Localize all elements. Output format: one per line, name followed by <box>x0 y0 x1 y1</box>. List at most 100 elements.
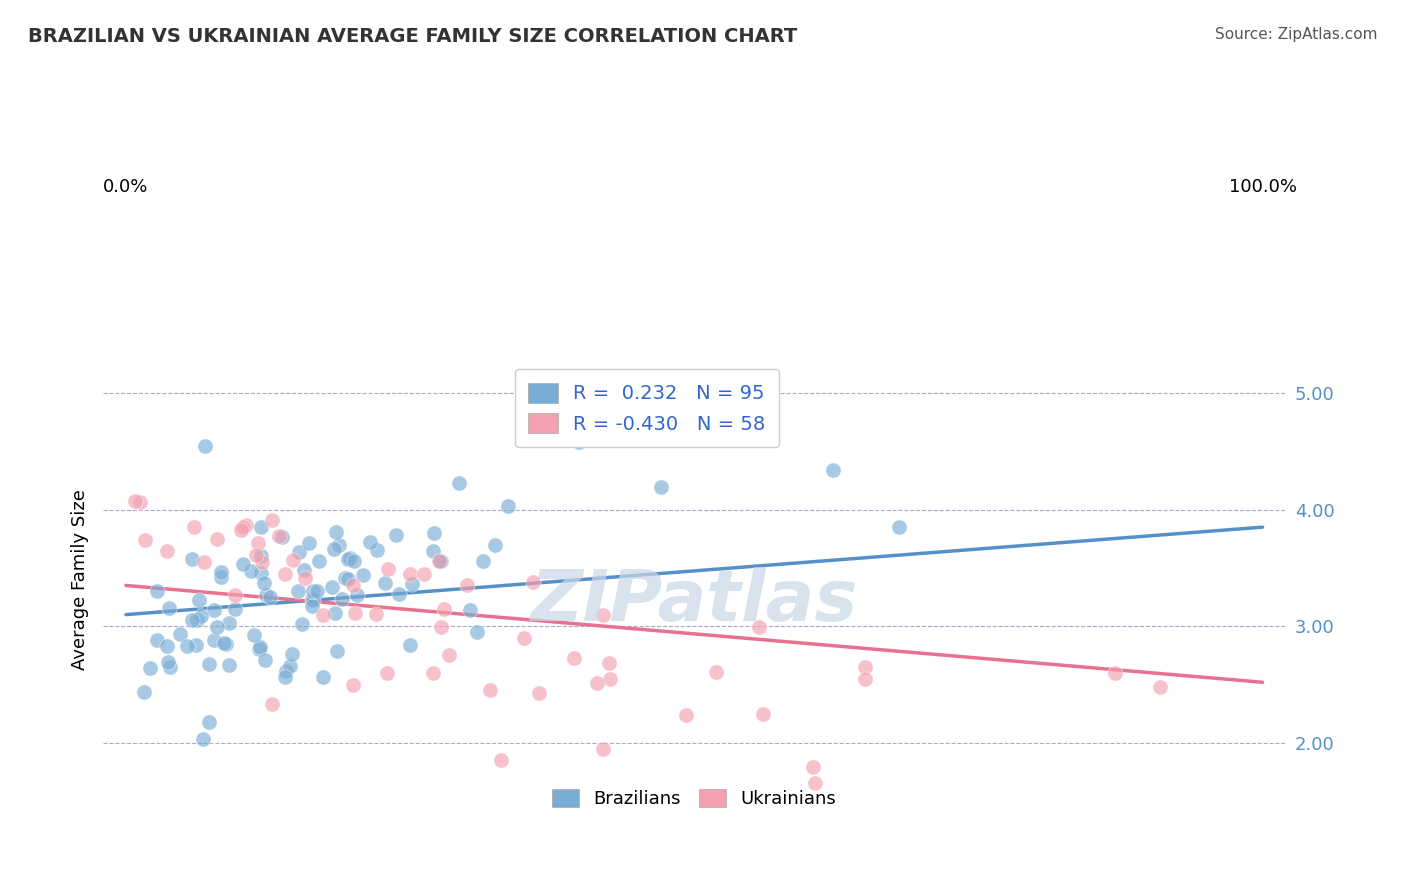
Point <box>675 707 697 722</box>
Point <box>298 536 321 550</box>
Point <box>650 480 672 494</box>
Point <box>522 574 544 589</box>
Point <box>156 656 179 670</box>
Point <box>375 665 398 680</box>
Point <box>1104 665 1126 680</box>
Point <box>159 660 181 674</box>
Point <box>180 551 202 566</box>
Point <box>399 638 422 652</box>
Point <box>245 548 267 562</box>
Point <box>301 592 323 607</box>
Point <box>801 760 824 774</box>
Point <box>254 588 277 602</box>
Point <box>484 538 506 552</box>
Point <box>752 405 775 419</box>
Text: BRAZILIAN VS UKRAINIAN AVERAGE FAMILY SIZE CORRELATION CHART: BRAZILIAN VS UKRAINIAN AVERAGE FAMILY SI… <box>28 27 797 45</box>
Point <box>478 683 501 698</box>
Point <box>323 541 346 556</box>
Point <box>259 591 281 605</box>
Point <box>342 554 364 568</box>
Point <box>512 631 534 645</box>
Y-axis label: Average Family Size: Average Family Size <box>72 489 89 670</box>
Point <box>243 628 266 642</box>
Point <box>308 554 330 568</box>
Point <box>262 698 284 712</box>
Point <box>422 665 444 680</box>
Point <box>209 566 232 580</box>
Point <box>599 672 621 686</box>
Point <box>399 566 422 581</box>
Point <box>124 494 146 508</box>
Point <box>804 776 827 790</box>
Point <box>853 672 876 686</box>
Point <box>252 555 274 569</box>
Point <box>342 677 364 691</box>
Point <box>249 549 271 563</box>
Point <box>190 609 212 624</box>
Point <box>748 620 770 634</box>
Point <box>202 603 225 617</box>
Point <box>592 741 614 756</box>
Point <box>458 603 481 617</box>
Point <box>239 564 262 578</box>
Point <box>598 657 620 671</box>
Point <box>821 463 844 477</box>
Point <box>250 520 273 534</box>
Point <box>209 570 232 584</box>
Point <box>429 619 451 633</box>
Point <box>294 571 316 585</box>
Point <box>1118 797 1140 811</box>
Point <box>186 613 208 627</box>
Point <box>465 625 488 640</box>
Point <box>413 567 436 582</box>
Point <box>193 731 215 746</box>
Point <box>198 714 221 729</box>
Point <box>224 602 246 616</box>
Point <box>302 592 325 607</box>
Point <box>156 544 179 558</box>
Point <box>146 632 169 647</box>
Point <box>337 572 360 586</box>
Point <box>430 554 453 568</box>
Point <box>292 563 315 577</box>
Point <box>274 664 297 678</box>
Point <box>330 591 353 606</box>
Point <box>232 520 254 534</box>
Point <box>218 616 240 631</box>
Point <box>447 475 470 490</box>
Point <box>232 557 254 571</box>
Point <box>1149 680 1171 694</box>
Point <box>325 524 347 539</box>
Point <box>246 536 269 550</box>
Point <box>198 657 221 672</box>
Point <box>423 525 446 540</box>
Point <box>134 684 156 698</box>
Point <box>194 438 217 452</box>
Point <box>249 640 271 654</box>
Point <box>274 670 297 684</box>
Point <box>359 535 381 549</box>
Point <box>366 543 388 558</box>
Point <box>184 639 207 653</box>
Text: 100.0%: 100.0% <box>1229 178 1296 196</box>
Point <box>336 552 359 566</box>
Point <box>260 513 283 527</box>
Point <box>157 600 180 615</box>
Point <box>377 562 399 576</box>
Point <box>326 644 349 658</box>
Point <box>274 566 297 581</box>
Point <box>592 607 614 622</box>
Point <box>853 660 876 674</box>
Point <box>218 657 240 672</box>
Point <box>433 601 456 615</box>
Point <box>328 538 350 552</box>
Point <box>231 524 253 538</box>
Point <box>205 532 228 546</box>
Point <box>253 575 276 590</box>
Point <box>281 553 304 567</box>
Point <box>312 607 335 622</box>
Point <box>325 606 347 620</box>
Point <box>586 675 609 690</box>
Point <box>235 517 257 532</box>
Legend: Brazilians, Ukrainians: Brazilians, Ukrainians <box>540 776 849 821</box>
